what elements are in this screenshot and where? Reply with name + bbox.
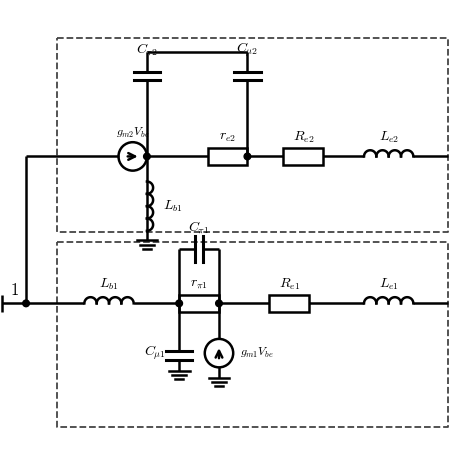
Text: $R_{e2}$: $R_{e2}$: [292, 130, 314, 145]
Bar: [179, 295, 219, 312]
Text: $L_{b1}$: $L_{b1}$: [99, 277, 119, 292]
Circle shape: [216, 300, 222, 307]
Text: $r_{\pi 1}$: $r_{\pi 1}$: [190, 277, 208, 292]
Text: $r_{e2}$: $r_{e2}$: [219, 130, 236, 145]
Text: $g_{m2}V_{be}$: $g_{m2}V_{be}$: [116, 126, 150, 140]
Text: $C_{\pi 2}$: $C_{\pi 2}$: [136, 41, 158, 58]
Text: $C_{\mu 1}$: $C_{\mu 1}$: [144, 344, 165, 362]
Text: $g_{m1}V_{be}$: $g_{m1}V_{be}$: [240, 346, 274, 360]
Circle shape: [23, 300, 29, 307]
Text: $C_{\pi 1}$: $C_{\pi 1}$: [188, 219, 210, 236]
Bar: [269, 295, 309, 312]
Text: $1$: $1$: [10, 282, 18, 299]
Bar: [208, 148, 247, 165]
Text: $L_{e2}$: $L_{e2}$: [379, 130, 399, 145]
Circle shape: [244, 153, 251, 160]
Text: $L_{b1}$: $L_{b1}$: [163, 199, 183, 214]
Bar: [283, 148, 323, 165]
Circle shape: [144, 153, 150, 160]
Text: $R_{e1}$: $R_{e1}$: [279, 277, 300, 292]
Circle shape: [176, 300, 182, 307]
Text: $L_{e1}$: $L_{e1}$: [379, 277, 399, 292]
Text: $C_{\mu 2}$: $C_{\mu 2}$: [237, 41, 258, 59]
